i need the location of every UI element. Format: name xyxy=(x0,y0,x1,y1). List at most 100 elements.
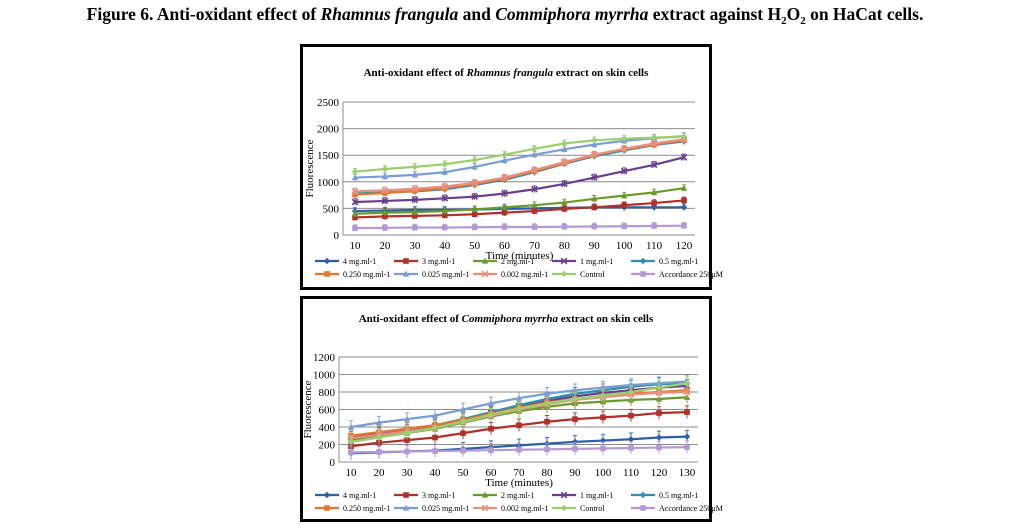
legend-label: 0.250 mg.ml-1 xyxy=(343,504,390,513)
data-point xyxy=(591,137,598,144)
series-2 xyxy=(352,196,687,221)
data-point xyxy=(683,388,691,396)
data-point xyxy=(404,437,410,443)
y-axis-label: Fluorescence xyxy=(302,380,314,438)
legend-label: Accordance 250µM xyxy=(659,270,723,279)
data-point xyxy=(628,412,634,419)
data-point xyxy=(590,151,598,159)
figure-species-1: Rhamnus frangula xyxy=(320,4,459,24)
series-line xyxy=(354,134,685,179)
x-tick-label: 30 xyxy=(402,467,414,479)
data-point xyxy=(382,213,388,220)
data-point xyxy=(560,158,568,166)
data-point xyxy=(599,384,607,391)
x-tick-label: 20 xyxy=(379,240,391,252)
data-point xyxy=(459,406,467,413)
data-point xyxy=(381,209,389,216)
x-tick-label: 50 xyxy=(458,467,470,479)
series-2 xyxy=(348,405,690,453)
data-point xyxy=(347,423,355,430)
data-point xyxy=(351,198,359,206)
data-point xyxy=(627,388,635,396)
legend-label: 4 mg.ml-1 xyxy=(343,257,376,266)
y-tick-label: 500 xyxy=(323,203,340,215)
data-point xyxy=(561,199,568,206)
legend-marker xyxy=(560,504,568,512)
data-point xyxy=(441,224,448,231)
x-tick-label: 50 xyxy=(469,240,481,252)
data-point xyxy=(599,392,607,399)
chart-title-species: Rhamnus frangula xyxy=(466,67,554,79)
data-point xyxy=(650,140,658,147)
data-point xyxy=(375,434,383,441)
data-point xyxy=(591,141,598,148)
series-8 xyxy=(351,135,688,195)
legend-marker xyxy=(640,271,646,277)
legend-marker xyxy=(323,491,331,499)
legend-label: 2 mg.ml-1 xyxy=(501,257,534,266)
data-point xyxy=(431,424,439,432)
data-point xyxy=(544,446,550,453)
data-point xyxy=(681,222,687,229)
y-tick-label: 1200 xyxy=(313,352,336,364)
data-point xyxy=(600,445,606,452)
series-10 xyxy=(352,221,687,232)
data-point xyxy=(680,133,688,140)
x-tick-label: 90 xyxy=(570,467,582,479)
data-point xyxy=(441,194,449,202)
x-tick-label: 130 xyxy=(679,467,696,479)
data-point xyxy=(600,414,606,421)
legend-marker xyxy=(324,505,330,511)
legend-label: 0.025 mg.ml-1 xyxy=(422,504,469,513)
data-point xyxy=(488,447,494,453)
data-point xyxy=(411,208,419,215)
legend-marker xyxy=(403,492,409,498)
x-tick-label: 20 xyxy=(374,467,386,479)
data-point xyxy=(487,411,495,418)
data-point xyxy=(375,419,383,426)
data-point xyxy=(411,185,419,193)
data-point xyxy=(621,202,627,209)
data-point xyxy=(501,190,508,197)
data-point xyxy=(656,444,662,451)
data-point xyxy=(432,448,438,454)
legend-label: 4 mg.ml-1 xyxy=(343,491,376,500)
data-point xyxy=(620,145,628,153)
x-tick-label: 10 xyxy=(346,467,358,479)
data-point xyxy=(561,206,568,212)
series-line xyxy=(354,138,685,193)
data-point xyxy=(531,224,538,230)
x-axis-label: Time (minutes) xyxy=(486,250,554,262)
legend-marker xyxy=(402,270,410,277)
series-4 xyxy=(351,153,688,206)
data-point xyxy=(381,186,389,194)
data-point xyxy=(531,145,538,153)
x-tick-label: 70 xyxy=(514,467,526,479)
data-point xyxy=(531,208,538,214)
data-point xyxy=(501,203,508,210)
data-point xyxy=(351,188,359,195)
series-line xyxy=(354,135,685,173)
data-point xyxy=(404,448,410,455)
data-point xyxy=(471,163,478,170)
data-point xyxy=(441,183,449,190)
data-point xyxy=(441,212,448,219)
data-point xyxy=(471,224,478,231)
data-point xyxy=(471,211,478,218)
data-point xyxy=(501,224,508,230)
legend-marker xyxy=(324,271,330,277)
data-point xyxy=(411,196,419,204)
data-point xyxy=(459,418,467,425)
data-point xyxy=(351,168,359,175)
data-point xyxy=(571,438,579,446)
x-tick-label: 110 xyxy=(623,467,640,479)
data-point xyxy=(650,161,658,169)
data-point xyxy=(543,390,551,397)
data-point xyxy=(412,213,418,219)
series-10 xyxy=(348,440,690,459)
x-tick-label: 30 xyxy=(409,240,421,252)
data-point xyxy=(680,153,688,161)
legend-label: 0.250 mg.ml-1 xyxy=(343,270,390,279)
legend-label: 0.025 mg.ml-1 xyxy=(422,270,469,279)
figure-species-2: Commiphora myrrha xyxy=(495,4,649,24)
